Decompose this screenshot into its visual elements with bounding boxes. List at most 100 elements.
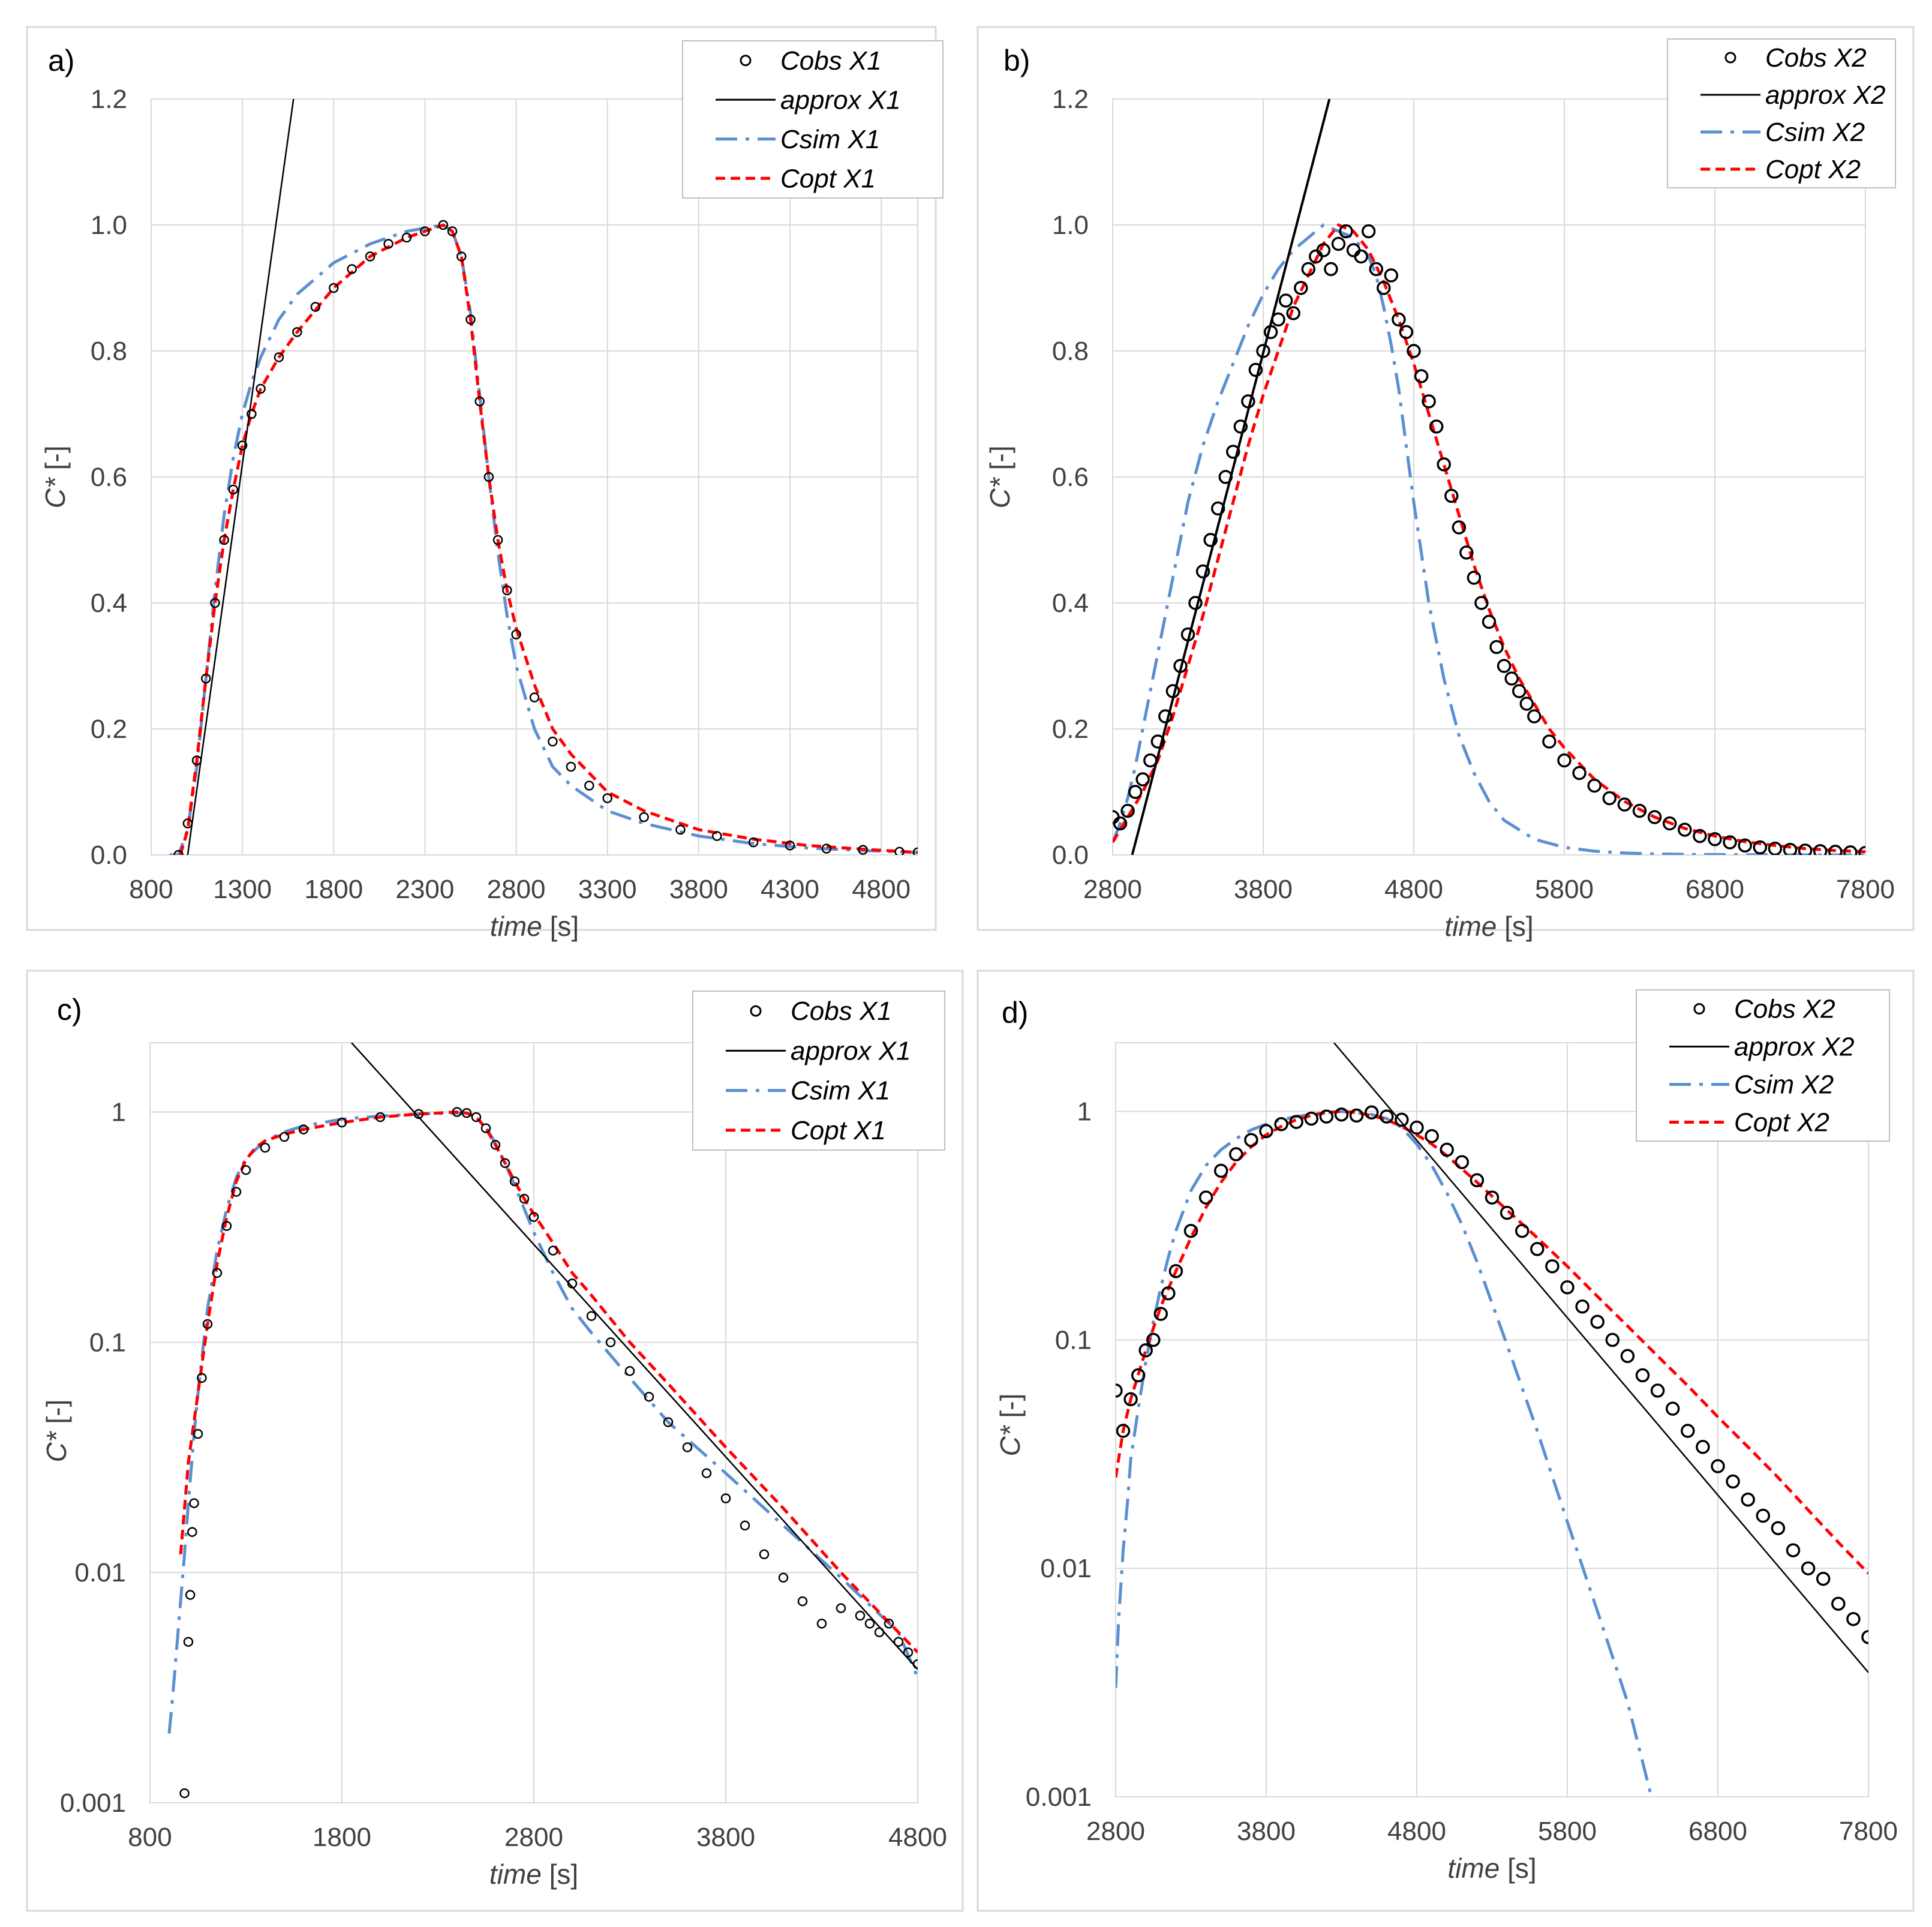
cobs-point — [1572, 766, 1587, 781]
copt-line — [179, 1110, 918, 1654]
x-tick-label: 4800 — [888, 1823, 947, 1852]
legend-entry: approx X2 — [1765, 80, 1886, 110]
cobs-point — [1410, 1120, 1424, 1135]
x-tick-label: 3800 — [669, 875, 728, 904]
cobs-point — [858, 845, 868, 855]
x-tick-label: 6800 — [1685, 875, 1744, 904]
cobs-point — [1444, 488, 1459, 503]
approx-line — [351, 1043, 918, 1670]
x-axis-label: time — [490, 911, 542, 942]
cobs-point — [1726, 1474, 1740, 1489]
cobs-point — [1274, 1117, 1288, 1131]
cobs-point — [1519, 697, 1534, 711]
cobs-point — [480, 1123, 491, 1133]
cobs-point — [894, 847, 905, 855]
x-tick-label: 3300 — [578, 875, 637, 904]
y-axis-title: C* [-] — [984, 446, 1015, 509]
cobs-point — [202, 1319, 213, 1329]
cobs-point — [584, 781, 594, 791]
cobs-point — [1198, 1190, 1213, 1205]
cobs-point — [1414, 369, 1429, 383]
cobs-point — [1632, 803, 1647, 818]
cobs-point — [1425, 1128, 1439, 1143]
cobs-point — [1753, 840, 1768, 855]
y-axis-label: C* — [41, 1430, 72, 1462]
cobs-point — [1786, 1543, 1801, 1557]
cobs-point — [821, 844, 832, 854]
cobs-point — [274, 352, 284, 362]
x-axis-title: time [s] — [489, 1859, 578, 1890]
cobs-point — [375, 1112, 386, 1122]
cobs-point — [778, 1572, 789, 1583]
cobs-point — [1515, 1223, 1530, 1238]
legend-obs-symbol — [1724, 52, 1736, 64]
cobs-point — [1349, 1108, 1364, 1123]
panel-label: c) — [57, 993, 82, 1026]
cobs-point — [1813, 844, 1828, 855]
cobs-point — [1173, 659, 1188, 673]
cobs-point — [1602, 791, 1617, 806]
legend-entry: Copt X2 — [1734, 1108, 1829, 1137]
cobs-point — [228, 484, 239, 495]
cobs-point — [1153, 1307, 1168, 1321]
cobs-point — [461, 1107, 472, 1118]
cobs-point — [502, 585, 512, 596]
cobs-point — [1557, 753, 1572, 768]
cobs-point — [336, 1117, 347, 1128]
cobs-point — [1241, 394, 1255, 409]
x-axis-unit: [s] — [1504, 911, 1534, 942]
cobs-point — [1587, 778, 1602, 793]
cobs-point — [1331, 236, 1346, 251]
cobs-point — [237, 440, 248, 451]
cobs-point — [438, 220, 449, 230]
x-tick-label: 6800 — [1688, 1817, 1747, 1846]
plot-marks — [1113, 99, 1865, 855]
legend-entry: Csim X2 — [1734, 1070, 1834, 1100]
cobs-point — [624, 1366, 635, 1376]
cobs-point — [1364, 1105, 1379, 1120]
cobs-point — [1437, 457, 1451, 472]
cobs-point — [1504, 671, 1519, 686]
cobs-point — [483, 472, 494, 482]
legend-entry: approx X2 — [1734, 1032, 1855, 1062]
x-tick-label: 4800 — [852, 875, 911, 904]
x-tick-label: 3800 — [696, 1823, 755, 1852]
cobs-point — [452, 1107, 462, 1117]
cobs-point — [1319, 1109, 1334, 1124]
cobs-point — [529, 692, 540, 703]
y-tick-label: 0.4 — [1052, 589, 1089, 618]
cobs-point — [179, 1788, 190, 1799]
cobs-point — [1828, 845, 1843, 855]
cobs-point — [1678, 823, 1692, 837]
cobs-point — [1113, 816, 1128, 831]
cobs-point — [1635, 1368, 1650, 1383]
cobs-point — [197, 1373, 207, 1383]
cobs-point — [1263, 325, 1278, 340]
cobs-point — [1248, 362, 1263, 377]
x-axis-label: time — [1447, 1853, 1500, 1884]
cobs-point — [1131, 1368, 1146, 1383]
x-tick-label: 1800 — [304, 875, 363, 904]
plot-area — [1115, 1042, 1869, 1797]
cobs-point — [712, 831, 722, 841]
legend-box — [692, 990, 945, 1151]
cobs-point — [605, 1337, 616, 1347]
cobs-point — [1708, 832, 1722, 847]
legend-entry: Copt X1 — [791, 1116, 886, 1145]
x-axis-unit: [s] — [550, 911, 579, 942]
cobs-point — [260, 1142, 271, 1153]
cobs-point — [1542, 734, 1557, 749]
cobs-point — [1459, 545, 1474, 560]
legend-entry: Csim X1 — [791, 1076, 890, 1106]
y-tick-label: 0.2 — [1052, 715, 1089, 744]
cobs-point — [797, 1596, 808, 1607]
legend-entry: Cobs X1 — [780, 46, 882, 76]
cobs-point — [912, 1659, 918, 1670]
cobs-point — [1183, 1223, 1198, 1238]
legend-obs-symbol — [1693, 1003, 1705, 1014]
cobs-point — [855, 1610, 866, 1621]
cobs-point — [1485, 1190, 1500, 1205]
plot-marks — [169, 99, 918, 855]
